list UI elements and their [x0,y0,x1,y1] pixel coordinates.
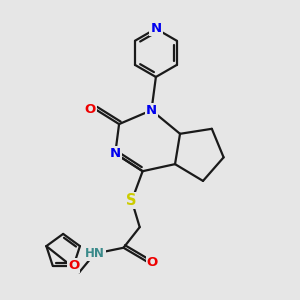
Text: N: N [110,147,121,160]
Text: N: N [150,22,161,35]
Text: O: O [85,103,96,116]
Text: O: O [147,256,158,269]
Text: O: O [68,260,79,272]
Text: N: N [146,104,157,117]
Text: HN: HN [85,247,105,260]
Text: S: S [127,193,137,208]
